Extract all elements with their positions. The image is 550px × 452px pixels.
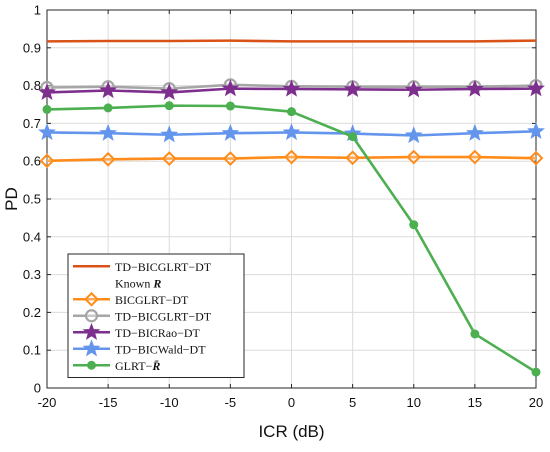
x-tick-label: 10 [407,395,421,410]
data-point [404,126,423,144]
y-tick-label: 0.5 [23,192,41,207]
data-point [409,220,419,230]
data-point [164,101,174,111]
legend-label-text: Known [115,276,153,290]
y-tick-label: 1 [34,3,41,18]
x-tick-label: 15 [468,395,482,410]
legend-marker [87,360,96,370]
legend-entry-2: BICGLRT−DT [73,291,189,307]
legend-label: TD−BICGLRT−DT [115,260,212,274]
data-point [406,149,422,165]
data-point [528,150,544,166]
data-point [348,132,358,142]
y-axis-label: PD [2,187,21,211]
legend-entry-3: TD−BICGLRT−DT [73,309,212,323]
data-point [345,150,361,166]
data-point [465,79,484,97]
legend-marker [84,309,99,323]
series-4 [38,79,545,101]
data-point [287,107,296,117]
data-point [42,104,52,114]
legend-label: TD−BICRao−DT [115,326,201,340]
data-point [161,151,177,166]
legend-label: BICGLRT−DT [115,293,189,307]
legend-label-symbol: R̄ [151,359,160,373]
legend-label: TD−BICGLRT−DT [115,309,212,323]
data-point [470,329,480,339]
data-point [221,123,240,141]
x-tick-label: -15 [99,395,118,410]
y-tick-label: 0.4 [23,229,41,244]
data-point [465,123,484,141]
y-tick-label: 0.8 [23,78,41,93]
data-point [527,121,545,139]
data-point [38,123,56,141]
legend-label: Known R [115,276,161,290]
x-tick-label: -5 [225,395,237,410]
data-point [160,125,179,143]
data-point [225,101,235,111]
legend-marker [82,339,101,357]
data-point [222,151,238,166]
legend-entry-1: TD−BICGLRT−DT Known R [73,260,212,290]
x-tick-label: 0 [288,395,295,410]
legend-entry-5: TD−BICWald−DT [73,339,206,357]
legend-box [67,253,245,378]
x-tick-label: -10 [160,395,179,410]
y-tick-label: 0.2 [23,305,41,320]
legend-marker [82,322,101,340]
legend-entry-4: TD−BICRao−DT [73,322,201,340]
legend-label: TD−BICWald−DT [115,342,206,356]
axes: -20 -15 -10 -5 0 5 10 15 20 0 0.1 0.2 0.3 0.4 0.5 0.6 0.… [2,3,543,442]
legend-marker [84,291,99,307]
legend-label-text: GLRT− [115,359,153,373]
series-6 [42,101,541,377]
data-point [284,149,299,165]
legend-label: GLRT−R̄ [115,359,160,373]
data-point [282,123,301,141]
x-tick-label: 5 [349,395,356,410]
data-point [531,367,541,377]
data-point [103,103,113,113]
series-group [38,39,545,377]
legend-label-symbol: R [152,276,161,290]
legend-entry-6: GLRT−R̄ [73,359,160,373]
data-point [527,79,545,97]
y-tick-label: 0.6 [23,154,41,169]
y-tick-label: 0 [34,381,41,396]
x-tick-label: -20 [38,395,57,410]
data-point [39,153,55,169]
series-2 [39,149,544,169]
legend: TD−BICGLRT−DT Known R BICGLRT−DT TD−BICGLRT… [67,253,245,378]
y-tick-label: 0.1 [23,343,41,358]
data-point [100,151,116,167]
y-tick-label: 0.7 [23,116,41,131]
data-point [221,79,240,97]
series-1 [46,39,537,43]
series-line [46,39,537,43]
x-axis-label: ICR (dB) [258,422,324,441]
data-point [404,80,423,98]
data-point [160,82,179,101]
data-point [99,123,118,141]
y-tick-label: 0.3 [23,267,41,282]
data-point [467,149,483,165]
data-point [38,82,56,101]
data-point [282,79,301,97]
y-tick-label: 0.9 [23,40,41,55]
x-tick-label: 20 [529,395,543,410]
data-point [343,79,362,97]
data-point [99,81,118,99]
series-line [46,155,537,163]
